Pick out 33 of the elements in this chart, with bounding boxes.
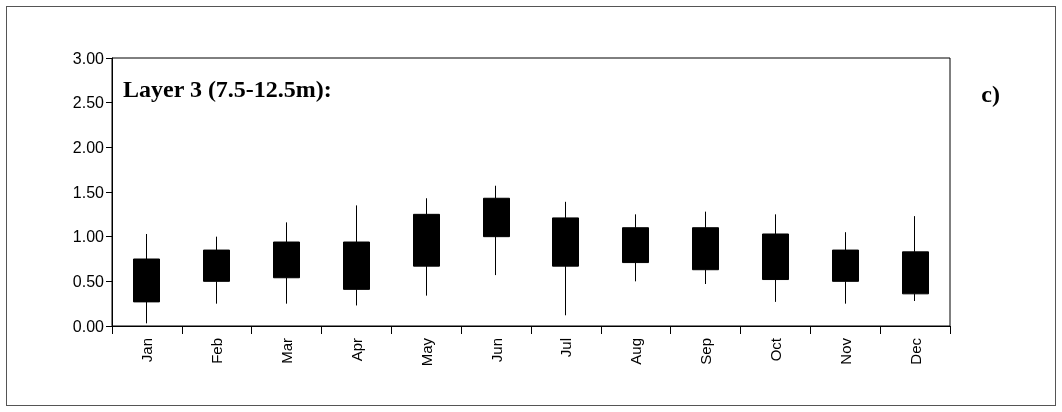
x-tick-label: Apr	[347, 338, 365, 362]
candlestick	[413, 197, 440, 297]
text: c)	[981, 81, 1001, 107]
y-tick-label: 2.50	[72, 94, 105, 112]
x-tick-label: Oct	[766, 337, 784, 362]
candlestick	[133, 233, 160, 324]
y-tick-label: 0.00	[72, 317, 105, 335]
x-tick-label: Dec	[906, 337, 924, 365]
candlestick	[273, 221, 300, 305]
y-tick-label: 3.00	[72, 49, 105, 67]
candlestick	[343, 204, 370, 306]
candlestick	[902, 215, 929, 302]
x-tick-label: May	[417, 337, 435, 367]
text: Layer 3 (7.5-12.5m):	[123, 76, 332, 102]
x-tick-label: Jul	[557, 338, 575, 358]
x-tick-label: Sep	[697, 338, 715, 365]
candlestick	[692, 211, 719, 285]
x-tick-label: Nov	[836, 337, 854, 365]
candlestick	[832, 231, 859, 305]
y-tick-label: 1.50	[72, 183, 105, 201]
x-tick-label: Jun	[487, 338, 505, 363]
candlestick	[622, 213, 649, 282]
x-tick-label: Feb	[208, 338, 226, 364]
x-tick-label: Jan	[138, 338, 156, 363]
y-tick-label: 2.00	[72, 138, 105, 156]
candlestick	[203, 236, 230, 305]
candlestick	[762, 213, 789, 303]
x-tick-label: Aug	[627, 338, 645, 365]
y-tick-label: 0.50	[72, 272, 105, 290]
y-tick-label: 1.00	[72, 228, 105, 246]
candlestick	[483, 185, 510, 276]
candlestick	[552, 201, 579, 316]
x-tick-label: Mar	[278, 338, 296, 364]
